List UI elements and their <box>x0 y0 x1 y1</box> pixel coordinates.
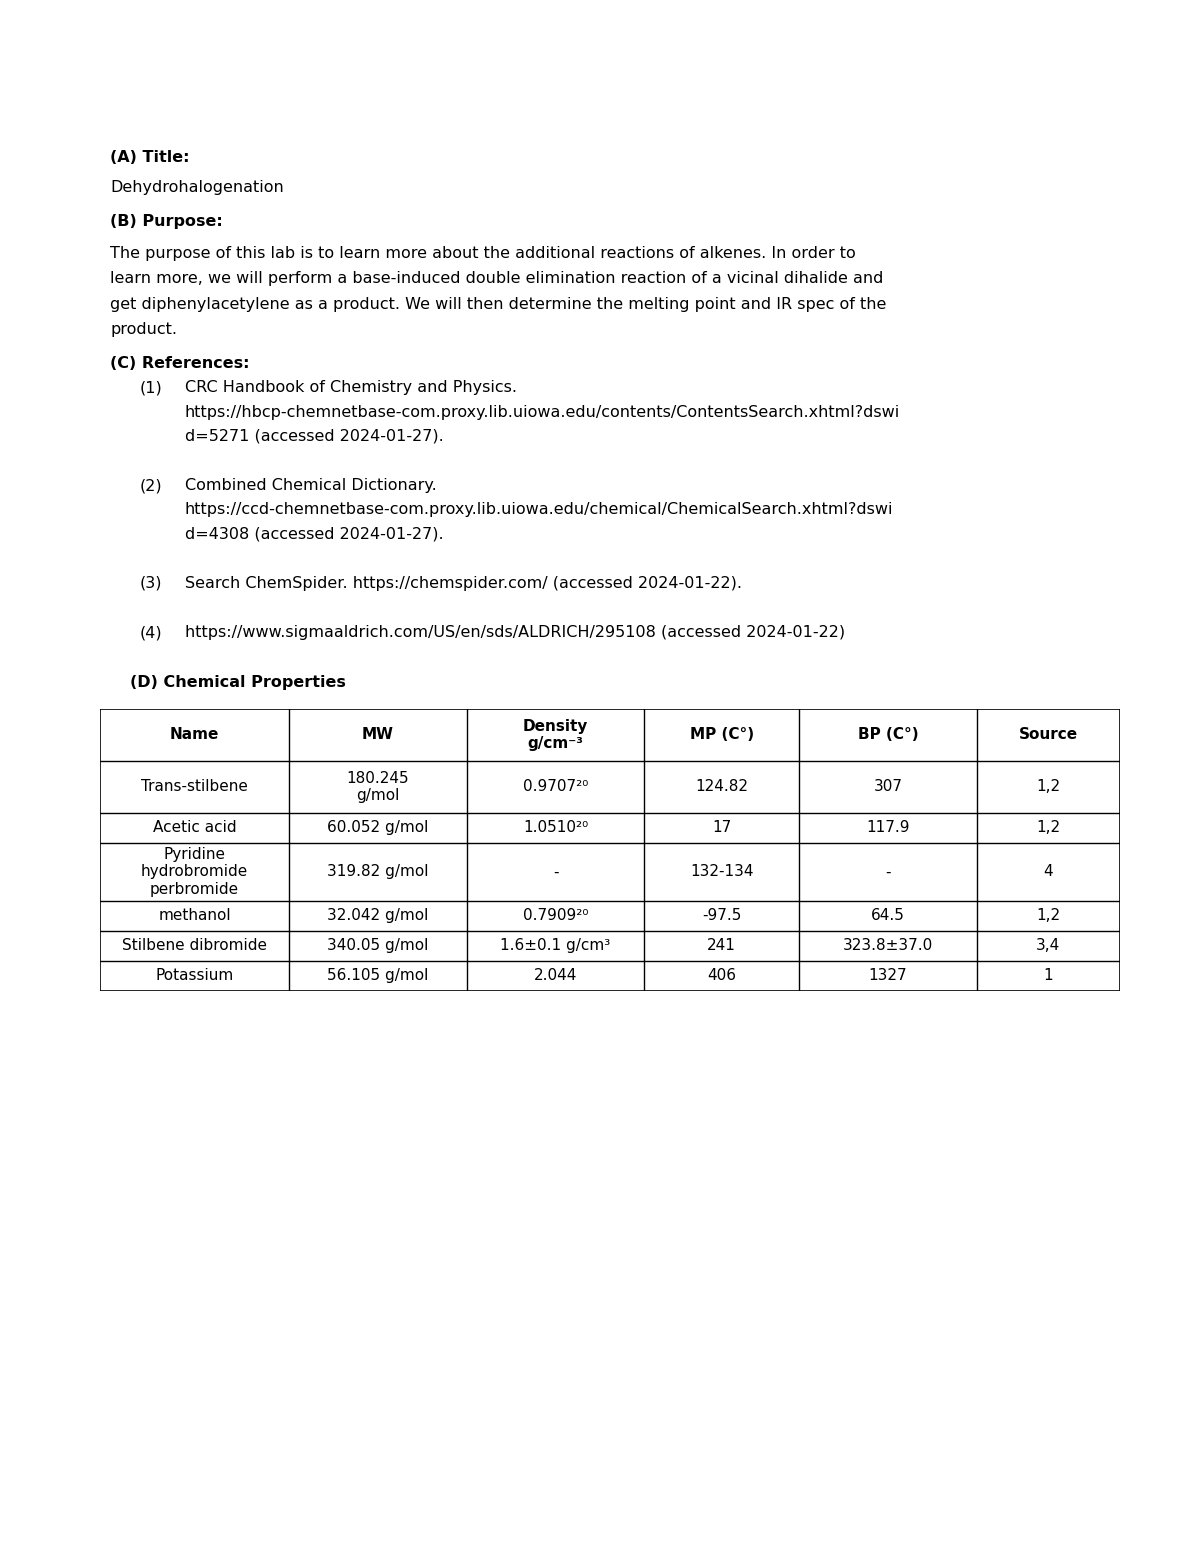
Text: https://hbcp-chemnetbase-com.proxy.lib.uiowa.edu/contents/ContentsSearch.xhtml?d: https://hbcp-chemnetbase-com.proxy.lib.u… <box>185 405 900 419</box>
Text: 1: 1 <box>1044 969 1054 983</box>
Text: 2.044: 2.044 <box>534 969 577 983</box>
Text: product.: product. <box>110 321 178 337</box>
Text: learn more, we will perform a base-induced double elimination reaction of a vici: learn more, we will perform a base-induc… <box>110 272 883 286</box>
Text: MP (C°): MP (C°) <box>690 727 754 742</box>
Text: https://www.sigmaaldrich.com/US/en/sds/ALDRICH/295108 (accessed 2024-01-22): https://www.sigmaaldrich.com/US/en/sds/A… <box>185 626 845 640</box>
Text: -: - <box>886 865 890 879</box>
Text: 132-134: 132-134 <box>690 865 754 879</box>
Text: Combined Chemical Dictionary.: Combined Chemical Dictionary. <box>185 478 437 494</box>
Text: methanol: methanol <box>158 909 230 924</box>
Text: Pyridine
hydrobromide
perbromide: Pyridine hydrobromide perbromide <box>140 846 248 896</box>
Text: 60.052 g/mol: 60.052 g/mol <box>328 820 428 836</box>
Text: -97.5: -97.5 <box>702 909 742 924</box>
Text: Search ChemSpider. https://chemspider.com/ (accessed 2024-01-22).: Search ChemSpider. https://chemspider.co… <box>185 576 742 592</box>
Text: BP (C°): BP (C°) <box>858 727 918 742</box>
Text: https://ccd-chemnetbase-com.proxy.lib.uiowa.edu/chemical/ChemicalSearch.xhtml?ds: https://ccd-chemnetbase-com.proxy.lib.ui… <box>185 503 894 517</box>
Text: 340.05 g/mol: 340.05 g/mol <box>328 938 428 954</box>
Text: d=4308 (accessed 2024-01-27).: d=4308 (accessed 2024-01-27). <box>185 526 444 542</box>
Text: Acetic acid: Acetic acid <box>152 820 236 836</box>
Text: 1,2: 1,2 <box>1037 820 1061 836</box>
Text: 32.042 g/mol: 32.042 g/mol <box>328 909 428 924</box>
Text: Source: Source <box>1019 727 1078 742</box>
Text: 0.9707²⁰: 0.9707²⁰ <box>523 780 588 794</box>
Text: 56.105 g/mol: 56.105 g/mol <box>328 969 428 983</box>
Text: (D) Chemical Properties: (D) Chemical Properties <box>130 676 346 690</box>
Text: Potassium: Potassium <box>156 969 234 983</box>
Text: (2): (2) <box>140 478 163 494</box>
Text: 17: 17 <box>712 820 731 836</box>
Text: 117.9: 117.9 <box>866 820 910 836</box>
Text: 0.7909²⁰: 0.7909²⁰ <box>523 909 588 924</box>
Text: 1.0510²⁰: 1.0510²⁰ <box>523 820 588 836</box>
Text: (C) References:: (C) References: <box>110 356 250 371</box>
Text: 1,2: 1,2 <box>1037 780 1061 794</box>
Text: 4: 4 <box>1044 865 1054 879</box>
Text: 1,2: 1,2 <box>1037 909 1061 924</box>
Text: CRC Handbook of Chemistry and Physics.: CRC Handbook of Chemistry and Physics. <box>185 380 517 396</box>
Text: -: - <box>553 865 558 879</box>
Text: 323.8±37.0: 323.8±37.0 <box>842 938 934 954</box>
Text: d=5271 (accessed 2024-01-27).: d=5271 (accessed 2024-01-27). <box>185 429 444 444</box>
Text: Density
g/cm⁻³: Density g/cm⁻³ <box>523 719 588 752</box>
Text: 1327: 1327 <box>869 969 907 983</box>
Text: 180.245
g/mol: 180.245 g/mol <box>347 770 409 803</box>
Text: MW: MW <box>362 727 394 742</box>
Text: The purpose of this lab is to learn more about the additional reactions of alken: The purpose of this lab is to learn more… <box>110 245 856 261</box>
Text: 307: 307 <box>874 780 902 794</box>
Text: (3): (3) <box>140 576 162 592</box>
Text: Dehydrohalogenation: Dehydrohalogenation <box>110 180 283 196</box>
Text: Stilbene dibromide: Stilbene dibromide <box>122 938 268 954</box>
Text: (A) Title:: (A) Title: <box>110 151 190 165</box>
Text: (4): (4) <box>140 626 163 640</box>
Text: Trans-stilbene: Trans-stilbene <box>142 780 248 794</box>
Text: 124.82: 124.82 <box>695 780 749 794</box>
Text: (B) Purpose:: (B) Purpose: <box>110 214 223 228</box>
Text: (1): (1) <box>140 380 163 396</box>
Text: Name: Name <box>170 727 220 742</box>
Text: 3,4: 3,4 <box>1037 938 1061 954</box>
Text: 319.82 g/mol: 319.82 g/mol <box>328 865 428 879</box>
Text: get diphenylacetylene as a product. We will then determine the melting point and: get diphenylacetylene as a product. We w… <box>110 297 887 312</box>
Text: 64.5: 64.5 <box>871 909 905 924</box>
Text: 1.6±0.1 g/cm³: 1.6±0.1 g/cm³ <box>500 938 611 954</box>
Text: 241: 241 <box>707 938 736 954</box>
Text: 406: 406 <box>707 969 737 983</box>
